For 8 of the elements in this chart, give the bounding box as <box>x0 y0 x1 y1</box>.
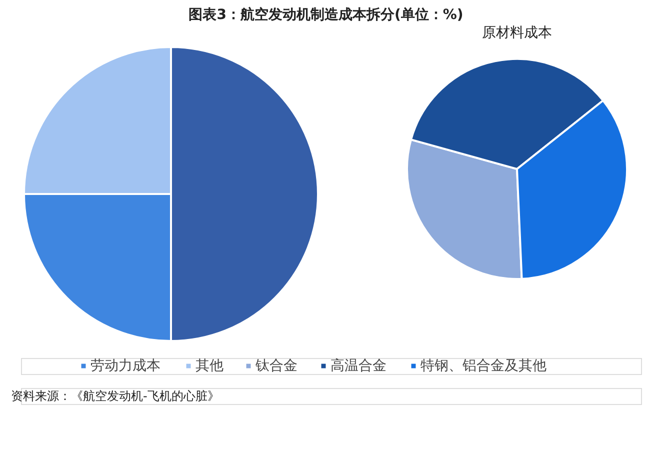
chart-title: 原材料成本 <box>482 25 552 41</box>
legend-label: 其他 <box>196 358 224 374</box>
legend-label: 钛合金 <box>254 358 298 374</box>
legend-label: 特钢、铝合金及其他 <box>420 358 546 374</box>
legend-label: 劳动力成本 <box>90 358 160 374</box>
chart-title: 图表3：航空发动机制造成本拆分(单位：%) <box>188 6 464 23</box>
text: 资料来源：《航空发动机-飞机的心脏》 <box>11 389 220 403</box>
legend-label: 高温合金 <box>330 358 386 374</box>
